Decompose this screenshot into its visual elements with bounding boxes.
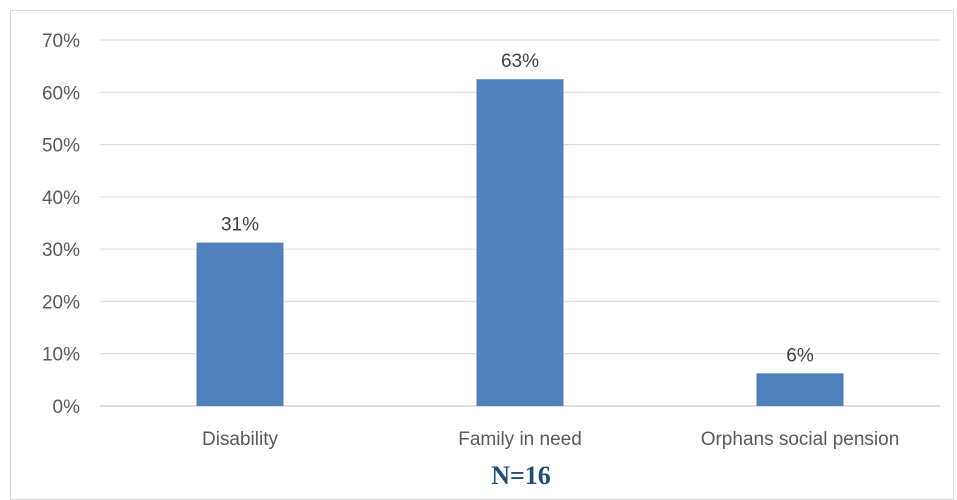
bar [476, 79, 564, 406]
y-tick-label: 50% [42, 136, 80, 157]
x-tick-label: Disability [202, 429, 279, 450]
bar-chart: 0% 10% 20% 30% 40% 50% 60% 70% 31% 63% 6% Disabil… [42, 31, 940, 487]
y-tick-label: 70% [42, 31, 80, 52]
y-axis-ticks: 0% 10% 20% 30% 40% 50% 60% 70% [42, 31, 80, 418]
data-label: 63% [501, 51, 539, 72]
bars [196, 79, 844, 406]
data-labels: 31% 63% 6% [221, 51, 814, 366]
y-tick-label: 0% [53, 397, 81, 418]
y-tick-label: 40% [42, 188, 80, 209]
y-tick-label: 60% [42, 83, 80, 104]
x-axis-ticks: Disability Family in need Orphans social p… [202, 429, 899, 450]
y-tick-label: 20% [42, 292, 80, 313]
x-tick-label: Orphans social pension [701, 429, 900, 450]
sample-size-note: N=16 [491, 461, 551, 487]
y-tick-label: 10% [42, 345, 80, 366]
data-label: 31% [221, 215, 259, 236]
x-tick-label: Family in need [458, 429, 582, 450]
bar [196, 242, 284, 406]
y-tick-label: 30% [42, 240, 80, 261]
bar [756, 373, 844, 406]
data-label: 6% [786, 345, 814, 366]
